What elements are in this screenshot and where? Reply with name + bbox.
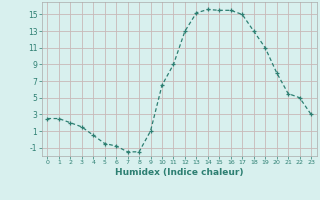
X-axis label: Humidex (Indice chaleur): Humidex (Indice chaleur) [115,168,244,177]
